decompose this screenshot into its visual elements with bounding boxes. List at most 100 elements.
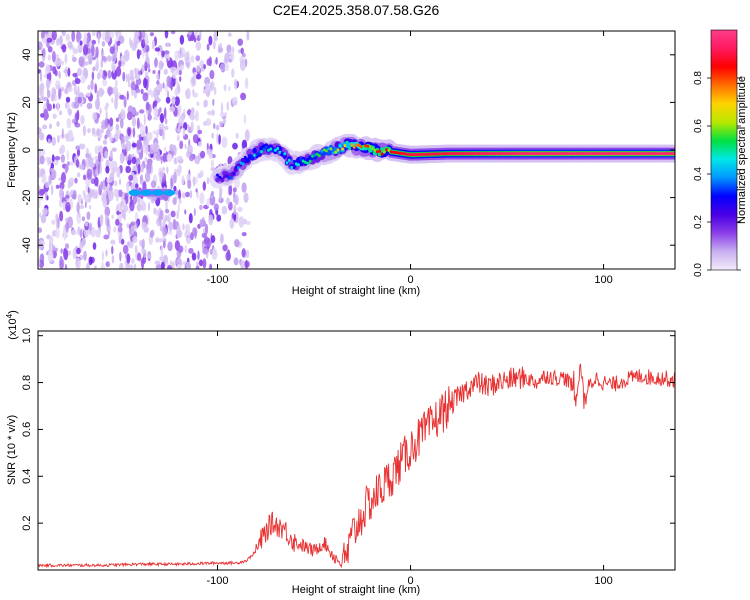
signal-blob: [401, 152, 405, 156]
noise-blob: [61, 43, 67, 53]
noise-blob: [173, 171, 177, 184]
noise-blob: [181, 192, 186, 199]
noise-blob: [142, 92, 149, 102]
noise-blob: [122, 71, 126, 82]
noise-blob: [87, 128, 91, 134]
noise-blob: [86, 211, 91, 220]
signal-blob: [380, 152, 384, 156]
noise-blob: [190, 111, 194, 119]
noise-blob: [58, 70, 61, 79]
signal-blob: [621, 152, 625, 156]
noise-blob: [162, 240, 166, 249]
noise-blob: [170, 31, 176, 35]
noise-blob: [226, 197, 230, 205]
signal-blob: [575, 152, 578, 156]
noise-blob: [219, 112, 226, 118]
noise-blob: [46, 37, 53, 43]
noise-blob: [145, 101, 150, 111]
noise-blob: [105, 165, 110, 174]
signal-blob: [535, 152, 539, 156]
signal-blob: [325, 149, 328, 153]
noise-blob: [38, 167, 42, 177]
noise-blob: [39, 132, 45, 141]
noise-blob: [72, 56, 77, 63]
noise-blob: [57, 135, 60, 143]
noise-blob: [153, 87, 158, 98]
noise-blob: [109, 172, 115, 182]
noise-blob: [72, 48, 79, 54]
noise-blob: [199, 219, 203, 228]
noise-blob: [137, 163, 141, 174]
noise-blob: [61, 172, 66, 184]
signal-blob: [294, 162, 298, 166]
noise-blob: [182, 260, 186, 266]
noise-blob: [85, 262, 90, 269]
noise-blob: [79, 229, 83, 238]
signal-blob: [396, 151, 400, 155]
noise-blob: [206, 58, 212, 66]
noise-blob: [141, 248, 145, 255]
signal-blob: [357, 143, 361, 147]
noise-blob: [136, 117, 140, 129]
noise-blob: [129, 37, 132, 46]
noise-blob: [216, 214, 222, 222]
noise-blob: [195, 188, 198, 193]
y-tick-label: -20: [21, 190, 33, 206]
noise-blob: [185, 223, 191, 233]
y-tick-label: 20: [21, 96, 33, 108]
signal-blob: [663, 152, 666, 156]
signal-blob: [563, 152, 567, 156]
signal-blob: [519, 152, 523, 156]
noise-blob: [166, 58, 169, 64]
noise-blob: [112, 65, 116, 74]
noise-blob: [132, 127, 136, 138]
noise-blob: [104, 134, 108, 140]
noise-blob: [178, 124, 181, 133]
signal-blob: [243, 155, 247, 159]
noise-blob: [216, 132, 219, 145]
noise-blob: [67, 161, 70, 166]
noise-blob: [196, 101, 200, 106]
noise-blob: [178, 198, 182, 205]
noise-blob: [212, 40, 216, 50]
noise-blob: [76, 109, 80, 121]
noise-blob: [107, 86, 113, 96]
noise-blob: [100, 58, 104, 68]
noise-blob: [153, 106, 159, 117]
signal-blob: [308, 159, 312, 163]
noise-blob: [178, 69, 182, 76]
noise-blob: [148, 68, 151, 73]
signal-blob: [387, 148, 391, 152]
signal-blob: [315, 152, 319, 156]
noise-blob: [109, 133, 113, 143]
noise-blob: [119, 94, 125, 100]
noise-blob: [245, 259, 248, 269]
noise-blob: [206, 43, 210, 51]
noise-blob: [204, 223, 209, 235]
noise-blob: [208, 35, 213, 46]
noise-blob: [52, 113, 57, 119]
noise-blob: [97, 163, 101, 175]
noise-blob: [210, 159, 214, 169]
signal-blob: [359, 145, 363, 149]
noise-blob: [220, 102, 224, 115]
noise-blob: [143, 135, 148, 145]
colorbar: [710, 29, 738, 271]
signal-blob: [505, 152, 509, 156]
noise-blob: [46, 195, 49, 201]
noise-blob: [182, 127, 186, 137]
signal-blob: [377, 151, 383, 157]
noise-blob: [195, 265, 200, 269]
noise-blob: [225, 62, 229, 72]
noise-blob: [152, 130, 158, 135]
noise-blob: [151, 39, 155, 50]
noise-blob: [72, 72, 78, 78]
signal-blob: [475, 152, 479, 156]
noise-blob: [167, 55, 170, 61]
noise-blob: [175, 190, 180, 195]
noise-blob: [193, 208, 196, 217]
signal-blob: [373, 148, 377, 152]
noise-blob: [65, 243, 69, 250]
noise-blob: [172, 96, 176, 101]
noise-blob: [224, 52, 230, 63]
